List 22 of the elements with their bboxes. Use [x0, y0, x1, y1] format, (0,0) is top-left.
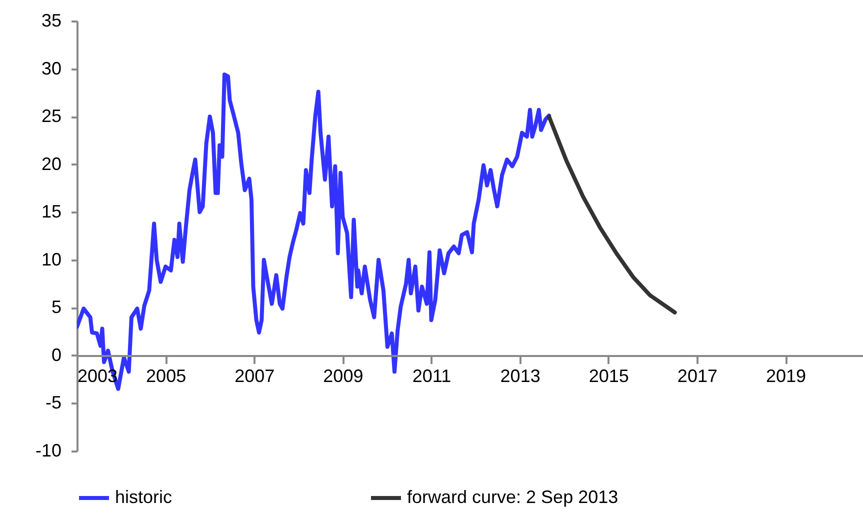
y-tick-label: 30 [41, 58, 62, 78]
line-series [547, 114, 677, 314]
y-tick-label: 5 [51, 297, 62, 318]
x-tick-label: 2005 [146, 366, 186, 386]
x-tick-label: 2013 [500, 366, 540, 386]
y-tick-label: -10 [35, 440, 62, 460]
x-tick-label: 2017 [677, 366, 718, 386]
legend-label: forward curve: 2 Sep 2013 [407, 487, 618, 507]
line-series [77, 72, 552, 391]
y-tick-label: 25 [41, 106, 62, 126]
y-tick-label: 15 [41, 202, 62, 222]
x-tick-label: 2007 [234, 366, 275, 386]
y-tick-label: 20 [41, 154, 62, 174]
y-tick-label: -5 [45, 392, 62, 413]
x-tick-label: 2009 [323, 366, 364, 386]
y-tick-label: 0 [51, 344, 62, 365]
y-tick-label: 35 [41, 10, 62, 30]
y-tick-label: 10 [41, 249, 62, 270]
legend-label: historic [115, 487, 172, 507]
x-tick-label: 2015 [588, 366, 629, 386]
x-tick-label: 2011 [412, 366, 452, 386]
x-tick-label: 2019 [766, 366, 806, 386]
